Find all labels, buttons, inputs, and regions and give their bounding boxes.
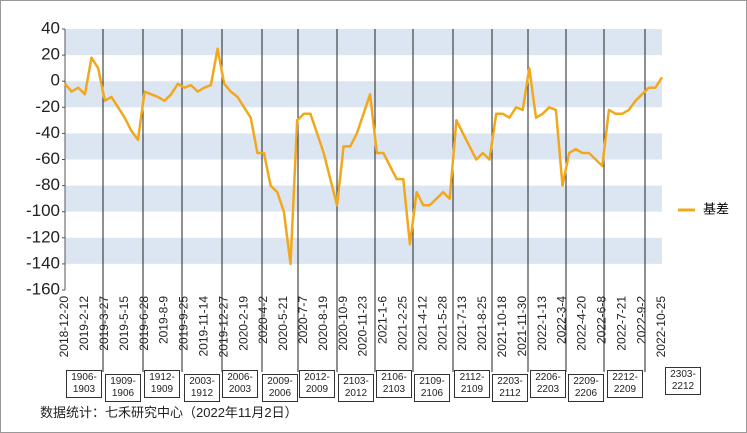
x-tick-label: 2018-12-20 — [57, 296, 71, 358]
x-tick-label: 2021-1-6 — [376, 296, 390, 344]
band — [65, 237, 662, 264]
x-tick-label: 2020-2-19 — [236, 296, 250, 351]
x-tick-label: 2022-10-25 — [654, 296, 668, 358]
x-tick-label: 2019-2-12 — [77, 296, 91, 351]
x-tick-label: 2022-3-4 — [555, 296, 569, 344]
period-box: 2303-2212 — [665, 367, 701, 395]
x-tick-label: 2021-11-30 — [515, 296, 529, 357]
period-box: 2109-2106 — [414, 374, 450, 402]
legend-label: 基差 — [703, 201, 729, 216]
x-tick-label: 2019-12-27 — [216, 296, 230, 358]
x-tick-label: 2019-11-14 — [196, 296, 210, 357]
period-box: 2006-2003 — [222, 370, 258, 398]
x-tick-label: 2019-3-27 — [97, 296, 111, 351]
x-tick-label: 2022-4-20 — [575, 296, 589, 351]
band — [65, 81, 662, 108]
x-tick-label: 2022-6-8 — [594, 296, 608, 344]
x-tick-label: 2019-5-15 — [117, 296, 131, 351]
period-box: 2112-2109 — [454, 370, 490, 398]
y-tick-label: -60 — [35, 149, 60, 168]
x-tick-label: 2020-4-2 — [256, 296, 270, 344]
y-tick-label: -80 — [35, 175, 60, 194]
y-tick-label: -100 — [26, 201, 60, 220]
x-tick-label: 2021-7-13 — [455, 296, 469, 351]
x-tick-label: 2022-9-2 — [634, 296, 648, 344]
period-box: 1909-1906 — [105, 374, 141, 402]
x-tick-label: 2020-5-21 — [276, 296, 290, 351]
x-tick-label: 2019-6-28 — [137, 296, 151, 351]
period-box: 2106-2103 — [376, 370, 412, 398]
period-box: 2003-1912 — [184, 374, 220, 402]
y-tick-label: -120 — [26, 227, 60, 246]
data-line — [64, 47, 664, 266]
x-tick-label: 2022-1-13 — [535, 296, 549, 351]
x-tick-label: 2021-8-25 — [475, 296, 489, 351]
period-box: 2212-2209 — [607, 370, 643, 398]
band — [65, 29, 662, 56]
y-tick-label: 40 — [41, 18, 60, 37]
period-box: 2206-2203 — [530, 370, 566, 398]
period-box: 2209-2206 — [568, 374, 604, 402]
period-box: 2009-2006 — [262, 374, 298, 402]
x-tick-label: 2021-10-18 — [495, 296, 509, 358]
y-tick-label: 0 — [51, 71, 60, 90]
y-tick-label: -140 — [26, 253, 60, 272]
period-box: 2012-2009 — [299, 370, 335, 398]
x-tick-label: 2022-7-21 — [614, 296, 628, 351]
y-tick-label: -160 — [26, 279, 60, 298]
x-tick-label: 2020-7-7 — [296, 296, 310, 344]
x-tick-label: 2021-5-28 — [435, 296, 449, 351]
y-tick-label: -40 — [35, 123, 60, 142]
x-tick-label: 2019-9-25 — [177, 296, 191, 351]
x-tick-label: 2020-11-23 — [356, 296, 370, 357]
period-box: 1906-1903 — [66, 370, 102, 398]
band — [65, 133, 662, 160]
period-box: 1912-1909 — [144, 370, 180, 398]
y-tick-label: 20 — [41, 45, 60, 64]
band — [65, 185, 662, 212]
x-tick-label: 2020-8-19 — [316, 296, 330, 351]
x-tick-label: 2020-10-9 — [336, 296, 350, 351]
period-box: 2203-2112 — [492, 374, 528, 402]
y-tick-label: -20 — [35, 97, 60, 116]
x-tick-label: 2021-2-25 — [395, 296, 409, 351]
period-box: 2103-2012 — [338, 374, 374, 402]
x-tick-label: 2019-8-9 — [157, 296, 171, 344]
footnote: 数据统计：七禾研究中心（2022年11月2日） — [40, 405, 298, 420]
x-tick-label: 2021-4-12 — [415, 296, 429, 351]
